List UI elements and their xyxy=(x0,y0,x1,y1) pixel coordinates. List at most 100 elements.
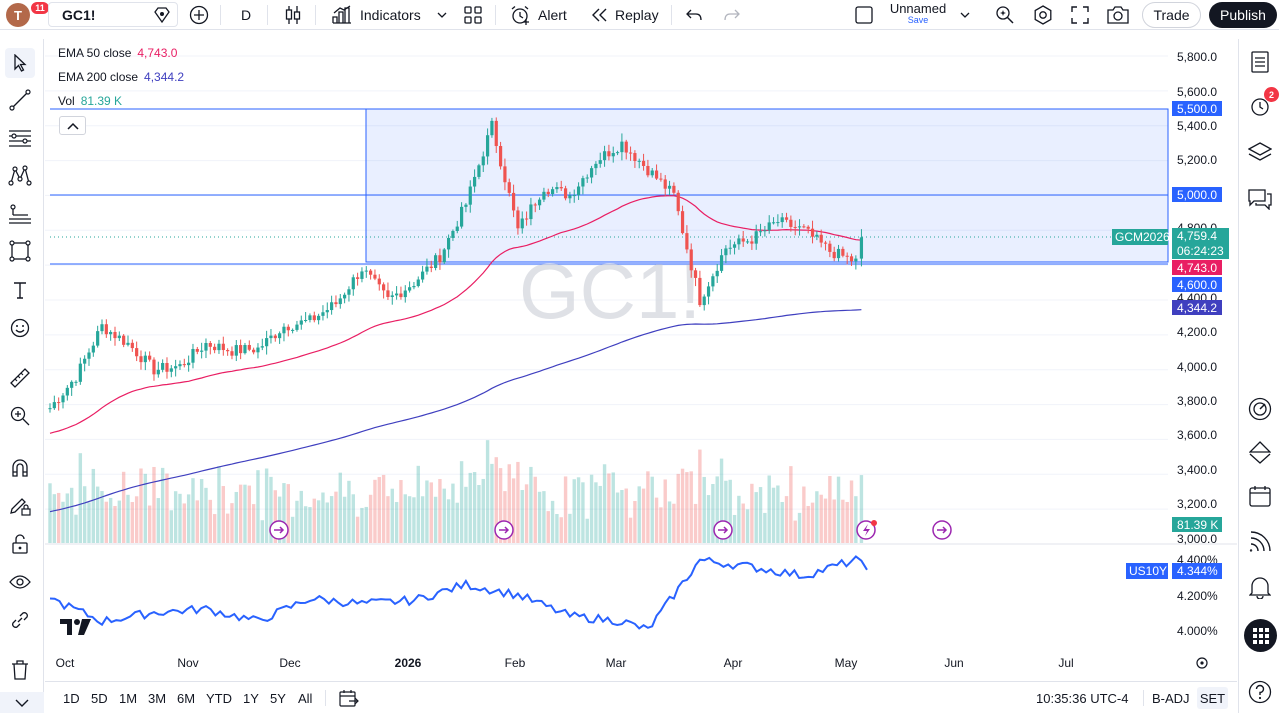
sync-drawings[interactable] xyxy=(5,605,35,635)
symbol-info-button[interactable] xyxy=(153,0,171,30)
range-all[interactable]: All xyxy=(298,690,313,706)
volume-bar xyxy=(776,485,780,543)
trade-button[interactable]: Trade xyxy=(1142,2,1201,28)
trend-line-tool[interactable] xyxy=(5,85,35,115)
redo-button[interactable] xyxy=(724,0,740,30)
products-button[interactable] xyxy=(1244,619,1277,652)
candle-body xyxy=(87,352,91,359)
candle-body xyxy=(403,290,407,298)
layout-save: Save xyxy=(907,15,929,25)
drawing-toolbar xyxy=(0,39,44,713)
back-adjust-button[interactable]: B-ADJ xyxy=(1152,690,1190,706)
hide-drawings[interactable] xyxy=(5,567,35,597)
timezone-clock[interactable]: 10:35:36 UTC-4 xyxy=(1036,690,1129,706)
candle-body xyxy=(399,293,403,298)
candle-body xyxy=(295,324,299,330)
event-markers[interactable] xyxy=(269,520,952,540)
alert-button[interactable]: Alert xyxy=(510,0,567,30)
candle-body xyxy=(143,355,147,363)
lock-drawings[interactable] xyxy=(5,529,35,559)
volume-bar xyxy=(754,492,758,543)
publish-button[interactable]: Publish xyxy=(1209,2,1277,28)
candle-body xyxy=(546,191,550,195)
candle-body xyxy=(689,249,693,271)
help-button[interactable] xyxy=(1245,677,1275,707)
stay-in-drawing-mode[interactable] xyxy=(5,491,35,521)
candle-body xyxy=(810,228,815,237)
pattern-tool[interactable] xyxy=(5,161,35,191)
range-6m[interactable]: 6M xyxy=(177,690,196,706)
time-axis[interactable]: Oct Nov Dec 2026 Feb Mar Apr May Jun Jul xyxy=(56,656,1208,670)
compare-symbol-button[interactable] xyxy=(189,0,209,30)
chats-button[interactable] xyxy=(1245,184,1275,214)
range-ytd[interactable]: YTD xyxy=(206,690,232,706)
quick-search-button[interactable] xyxy=(995,0,1015,30)
candle-body xyxy=(477,165,481,177)
news-button[interactable] xyxy=(1245,527,1275,557)
undo-button[interactable] xyxy=(686,0,702,30)
volume-bar xyxy=(48,483,52,543)
volume-bar xyxy=(143,473,148,543)
cursor-tool[interactable] xyxy=(5,48,35,78)
alerts-button[interactable] xyxy=(1245,91,1275,121)
symbol-search-button[interactable] xyxy=(48,2,178,27)
rectangle-drawing[interactable] xyxy=(365,108,1169,263)
range-1y[interactable]: 1Y xyxy=(243,690,259,706)
layout-name-button[interactable]: Unnamed Save xyxy=(886,2,950,25)
indicators-button[interactable]: Indicators xyxy=(332,0,421,30)
settings-button[interactable] xyxy=(1033,0,1053,30)
range-1d[interactable]: 1D xyxy=(63,690,80,706)
session-button[interactable]: SET xyxy=(1197,687,1228,709)
range-5d[interactable]: 5D xyxy=(91,690,108,706)
tradingview-logo[interactable] xyxy=(60,618,92,641)
shapes-tool[interactable] xyxy=(5,236,35,266)
price-axis[interactable]: 5,800.05,600.05,400.05,200.04,800.04,400… xyxy=(1112,50,1229,638)
time-axis-settings-icon[interactable] xyxy=(1196,657,1208,669)
candle-body xyxy=(83,358,87,364)
replay-button[interactable]: Replay xyxy=(591,0,659,30)
layout-dropdown[interactable] xyxy=(960,0,970,30)
templates-button[interactable] xyxy=(464,0,482,30)
fullscreen-button[interactable] xyxy=(1071,0,1089,30)
ideas-button[interactable] xyxy=(1245,437,1275,467)
legend-ema200[interactable]: EMA 200 close 4,344.2 xyxy=(58,69,184,85)
range-3m[interactable]: 3M xyxy=(148,690,167,706)
magnet-tool[interactable] xyxy=(5,453,35,483)
ruler-tool[interactable] xyxy=(5,363,35,393)
candle-body xyxy=(338,298,342,305)
user-avatar[interactable]: T 11 xyxy=(6,1,50,27)
layout-square-button[interactable] xyxy=(855,0,873,30)
range-5y[interactable]: 5Y xyxy=(270,690,286,706)
emoji-tool[interactable] xyxy=(5,313,35,343)
legend-volume[interactable]: Vol 81.39 K xyxy=(58,93,122,109)
fib-tool[interactable] xyxy=(5,123,35,153)
dom-button[interactable] xyxy=(1245,394,1275,424)
volume-bar xyxy=(741,503,745,543)
text-tool[interactable] xyxy=(5,275,35,305)
indicators-dropdown[interactable] xyxy=(437,0,447,30)
fullscreen-icon xyxy=(1071,6,1089,24)
layers-button[interactable] xyxy=(1245,137,1275,167)
collapse-legend-button[interactable] xyxy=(59,116,86,135)
legend-ema50[interactable]: EMA 50 close 4,743.0 xyxy=(58,45,177,61)
candle-body xyxy=(243,344,247,354)
goto-date-button[interactable] xyxy=(339,682,359,713)
volume-bar xyxy=(451,483,455,543)
notifications-button[interactable] xyxy=(1245,572,1275,602)
snapshot-button[interactable] xyxy=(1107,0,1129,30)
candlesticks xyxy=(48,117,864,413)
calendar-button[interactable] xyxy=(1245,481,1275,511)
watchlist-button[interactable] xyxy=(1245,47,1275,77)
chart-type-button[interactable] xyxy=(284,0,302,30)
candle-body xyxy=(464,204,468,207)
range-1m[interactable]: 1M xyxy=(119,690,138,706)
volume-bar xyxy=(290,516,295,543)
zoom-tool[interactable] xyxy=(5,401,35,431)
remove-drawings[interactable] xyxy=(5,655,35,685)
interval-button[interactable]: D xyxy=(241,0,251,30)
bottom-toolbar: 1D 5D 1M 3M 6M YTD 1Y 5Y All 10:35:36 UT… xyxy=(45,681,1237,713)
volume-bar xyxy=(750,483,754,543)
collapse-toolbar-button[interactable] xyxy=(0,692,44,713)
forecast-tool[interactable] xyxy=(5,199,35,229)
